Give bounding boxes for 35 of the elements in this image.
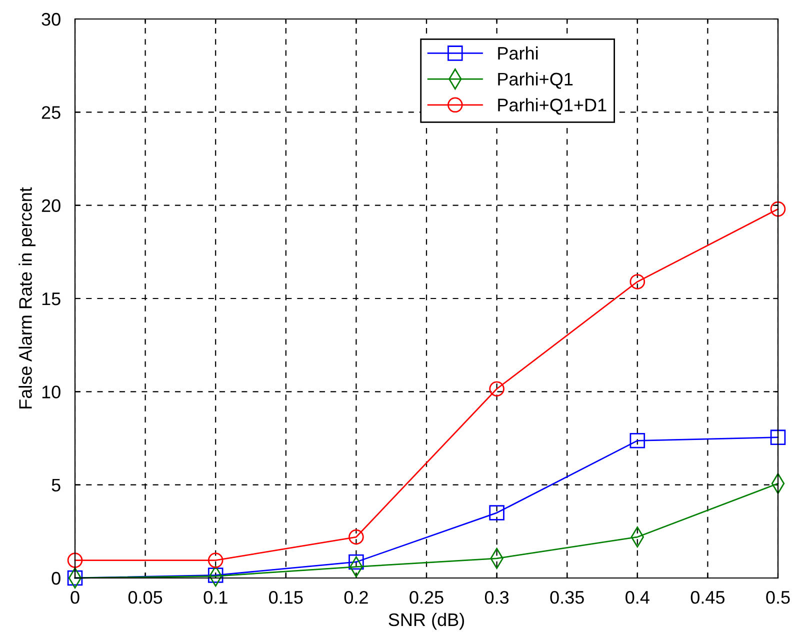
legend-label: Parhi+Q1 [498,72,573,89]
y-axis-title: False Alarm Rate in percent [18,187,36,408]
x-tick-label: 0.5 [766,590,790,604]
x-tick-label: 0.05 [128,590,162,604]
x-tick-label: 0.35 [550,590,584,604]
point [348,554,364,570]
point [489,505,504,520]
x-tick-label: 0.3 [484,590,509,604]
point [770,201,786,217]
x-tick-label: 0.15 [269,590,303,604]
x-tick-label: 0.1 [204,590,228,604]
x-tick-label: 0.45 [690,590,725,604]
point [348,529,364,545]
x-tick-label: 0 [70,590,80,604]
x-tick-label: 0.4 [626,590,650,604]
point [630,274,646,290]
x-axis-title: SNR (dB) [388,612,464,630]
point [208,568,224,583]
point [630,433,646,448]
legend-label: Parhi+Q1+D1 [498,98,606,115]
legend-label: Parhi [498,46,538,60]
x-tick-label: 0.25 [410,590,444,604]
x-tick-label: 0.2 [344,590,368,604]
point [208,552,224,568]
y-tick-label: 30 [42,12,60,26]
y-tick-label: 25 [42,106,60,119]
y-tick-label: 0 [52,572,60,585]
y-tick-label: 20 [42,199,60,212]
point [67,570,83,586]
y-tick-label: 10 [42,386,60,398]
point [67,552,83,568]
y-tick-label: 15 [42,292,60,306]
point [770,430,786,445]
y-tick-label: 5 [52,478,60,492]
point [489,381,504,397]
